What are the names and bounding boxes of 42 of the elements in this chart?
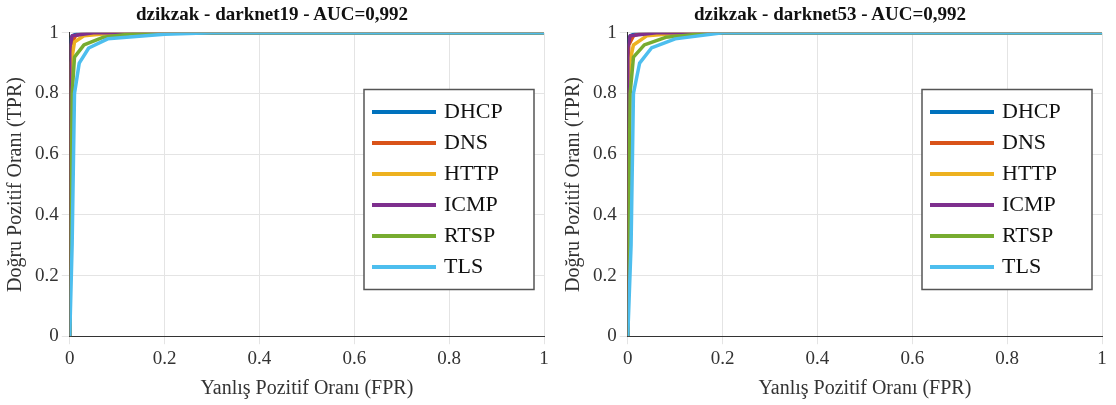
y-tick-label: 1	[607, 20, 617, 42]
y-tick-label: 0.8	[593, 81, 617, 103]
legend-label: TLS	[444, 252, 484, 278]
legend-label: RTSP	[444, 221, 496, 247]
legend-label: DHCP	[1002, 97, 1061, 123]
legend-label: DNS	[444, 128, 489, 154]
x-tick-label: 0.4	[805, 346, 830, 368]
legend-label: HTTP	[1002, 159, 1057, 185]
legend-label: TLS	[1002, 252, 1042, 278]
y-axis-title: Doğru Pozitif Oranı (TPR)	[3, 77, 27, 292]
x-tick-label: 0.2	[152, 346, 177, 368]
x-tick-label: 0	[623, 346, 633, 368]
legend-label: DHCP	[444, 97, 503, 123]
x-tick-label: 0.6	[342, 346, 367, 368]
x-tick-label: 1	[539, 346, 549, 368]
x-tick-label: 0.2	[710, 346, 735, 368]
y-tick-label: 0.6	[35, 142, 59, 164]
y-tick-label: 0.4	[593, 202, 618, 224]
x-tick-label: 0.8	[995, 346, 1020, 368]
chart-title: dzikzak - darknet53 - AUC=0,992	[693, 3, 967, 25]
y-tick-label: 0	[49, 324, 59, 346]
x-tick-label: 1	[1097, 346, 1107, 368]
x-tick-label: 0	[65, 346, 75, 368]
y-tick-label: 1	[49, 20, 59, 42]
legend-label: ICMP	[444, 190, 498, 216]
y-tick-label: 0.2	[35, 263, 59, 285]
y-tick-label: 0.2	[593, 263, 617, 285]
legend-label: ICMP	[1002, 190, 1056, 216]
x-axis-title: Yanlış Pozitif Oranı (FPR)	[758, 376, 972, 400]
y-tick-label: 0	[607, 324, 617, 346]
x-tick-label: 0.8	[437, 346, 462, 368]
legend-label: HTTP	[444, 159, 499, 185]
y-tick-label: 0.8	[35, 81, 59, 103]
x-tick-label: 0.4	[247, 346, 272, 368]
y-tick-label: 0.4	[35, 202, 60, 224]
chart-title: dzikzak - darknet19 - AUC=0,992	[135, 3, 409, 25]
y-tick-label: 0.6	[593, 142, 617, 164]
legend-label: RTSP	[1002, 221, 1054, 247]
y-axis-title: Doğru Pozitif Oranı (TPR)	[561, 77, 585, 292]
x-axis-title: Yanlış Pozitif Oranı (FPR)	[200, 376, 414, 400]
legend-label: DNS	[1002, 128, 1047, 154]
x-tick-label: 0.6	[900, 346, 925, 368]
